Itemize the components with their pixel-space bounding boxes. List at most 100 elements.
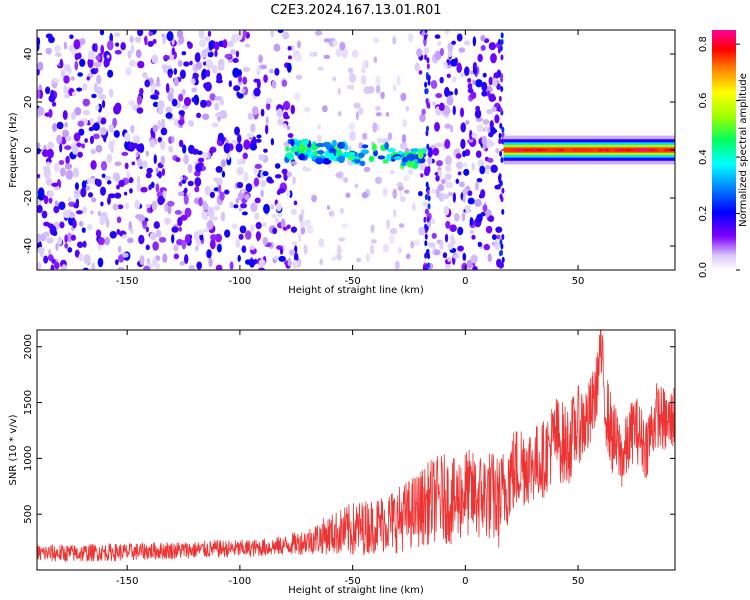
spectrogram-cell [189,60,193,66]
spectrogram-cell [272,227,278,235]
spectrogram-steady-line-peak [616,148,621,152]
spectrogram-cell [82,240,87,248]
spectrogram-cell [365,253,371,263]
spectrogram-cell [157,136,163,143]
spectrogram-stripe-cell [423,34,427,41]
spectrogram-cell [400,92,407,102]
spectrogram-cell [337,254,342,261]
spectrogram-cell [265,124,269,135]
spectrogram-cell [277,213,283,218]
spectrogram-cell [55,243,59,251]
spectrogram-cell [336,244,342,256]
spectrogram-cell [71,91,77,97]
spectrogram-cell [339,207,344,214]
spectrogram-cell [419,113,426,123]
spectrogram-cell [80,187,87,198]
spectrogram-cell [146,258,151,265]
spectrogram-cell [347,67,354,74]
spectrogram-cell [452,192,457,203]
spectrogram-cell [255,231,262,241]
spectrogram-cell [414,62,420,72]
spectrogram-cell [82,206,87,214]
spectrogram-cell [390,227,398,235]
spectrogram-cell [430,218,436,225]
spectrogram-cell [173,253,180,260]
spectrogram-cell [445,220,451,229]
spectrogram-cell [328,210,335,217]
spectrogram-cell [236,158,243,165]
spectrogram-cell [285,190,291,197]
spectrogram-cell [293,200,298,206]
spectrogram-cell [338,237,346,242]
spectrogram-stripe-cell [501,256,505,263]
spectrogram-cell [294,53,303,62]
spectrogram-cell [247,112,253,120]
spectrogram-cell [95,144,103,153]
spectrogram-cell [152,241,159,251]
spectrogram-cell [263,74,268,83]
spectrogram-cell [41,210,48,219]
spectrogram-cell [287,133,294,138]
spectrogram-cell [273,255,280,260]
spectrogram-cell [246,133,254,138]
spectrogram-cell [149,231,157,241]
spectrogram-trace-cell [335,148,342,157]
spectrogram-cell [235,50,240,58]
spectrogram-cell [150,84,156,95]
spectrogram-cell [435,160,443,167]
spectrogram-cell [153,154,157,165]
spectrogram-stripe-cell [499,122,503,129]
spectrogram-cell [88,59,94,65]
spectrogram-steady-line-peak [633,148,646,152]
spectrogram-cell [237,69,242,77]
spectrogram-stripe-cell [425,125,429,132]
spectrogram-cell [157,119,161,130]
spectrogram-cell [290,161,297,166]
spectrogram-cell [390,169,395,175]
spectrogram-cell [300,226,306,235]
spectrogram-cell [188,120,195,127]
spectrogram-cell [480,35,486,42]
spectrogram-cell [126,237,134,244]
spectrogram-cell [116,184,120,190]
spectrogram-cell [157,100,165,110]
spectrogram-cell [178,93,184,102]
spectrogram-cell [243,139,251,150]
spectrogram-cell [130,228,134,235]
spectrogram-cell [485,85,493,93]
spectrogram-cell [314,30,323,36]
spectrogram-cell [96,179,102,187]
spectrogram-cell [231,33,239,44]
spectrogram-cell [393,209,397,218]
spectrogram-cell [64,243,69,249]
spectrogram-cell [171,47,176,56]
spectrogram-cell [145,150,149,157]
spectrogram-trace-cell [316,150,325,155]
spectrogram-trace-cell [285,152,294,159]
spectrogram-cell [187,163,193,174]
spectrogram-stripe-cell [426,216,430,223]
spectrogram-cell [50,264,55,270]
spectrogram-cell [294,92,301,101]
spectrogram-cell [253,177,260,187]
spectrogram-cell [463,40,471,46]
spectrogram-trace-cell [359,160,366,167]
spectrogram-cell [162,64,168,74]
spectrogram-cell [94,67,99,73]
spectrogram-cell [178,226,183,232]
spectrogram-stripe-cell [497,183,501,190]
spectrogram-cell [163,55,171,60]
spectrogram-cell [244,230,252,240]
spectrogram-trace-cell [373,149,378,157]
snr-x-label: Height of straight line (km) [288,585,424,596]
spectrogram-cell [416,48,423,57]
spectrogram-cell [309,51,314,58]
spectrogram-cell [487,157,494,163]
spectrogram-cell [62,129,70,138]
spectrogram-cell [467,77,472,83]
spectrogram-cell [43,231,50,238]
spectrogram-cell [402,119,408,128]
spectrogram-steady-line-peak [597,148,604,152]
spectrogram-cell [73,189,81,196]
spectrogram-cell [373,37,380,44]
